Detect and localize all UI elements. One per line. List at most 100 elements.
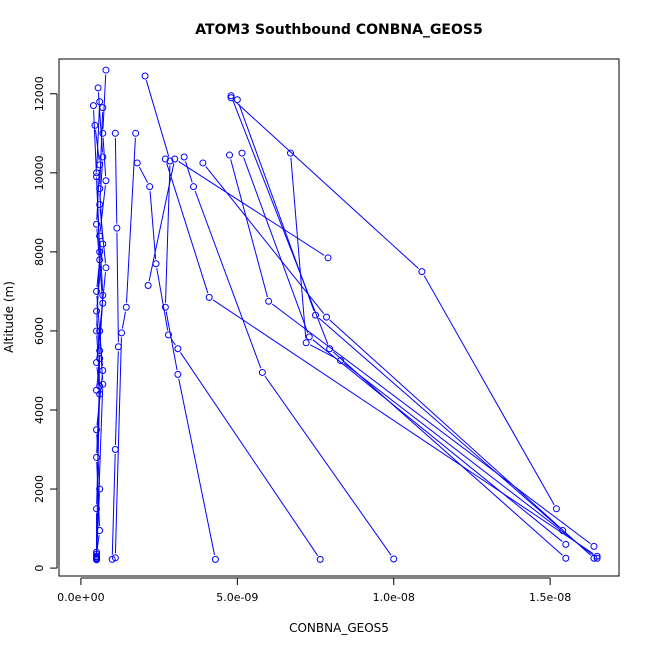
series-line-segment <box>290 157 307 339</box>
data-point <box>99 104 107 112</box>
data-point <box>305 333 313 341</box>
series-line-segment <box>318 317 560 528</box>
data-point <box>99 380 107 388</box>
data-point <box>144 281 152 289</box>
series-layer <box>89 66 601 564</box>
data-point <box>238 149 246 157</box>
data-point <box>93 287 101 295</box>
data-point <box>93 386 101 394</box>
series-line-segment <box>138 166 149 183</box>
data-point <box>562 554 570 562</box>
series-line-segment <box>96 248 103 307</box>
data-point <box>99 129 107 137</box>
data-point <box>111 129 119 137</box>
data-point <box>164 331 172 339</box>
data-point <box>102 66 110 74</box>
series-line-segment <box>185 161 193 183</box>
data-point <box>96 355 104 363</box>
series-line-segment <box>99 335 104 380</box>
data-point <box>205 293 213 301</box>
series-line-segment <box>149 191 157 260</box>
series-line-segment <box>165 311 178 371</box>
data-point <box>302 339 310 347</box>
data-point <box>152 260 160 268</box>
series-line-segment <box>96 363 100 386</box>
series-line-segment <box>111 454 116 555</box>
series-line-segment <box>96 264 100 287</box>
y-tick-label: 2000 <box>33 475 46 503</box>
data-point <box>418 268 426 276</box>
x-tick-label: 5.0e-09 <box>216 591 258 604</box>
data-point <box>113 224 121 232</box>
y-tick-label: 8000 <box>33 238 46 266</box>
series-line-segment <box>96 315 100 355</box>
data-point <box>258 368 266 376</box>
data-point <box>93 553 101 561</box>
y-tick-label: 0 <box>33 565 46 572</box>
data-point <box>562 540 570 548</box>
data-point <box>227 94 235 102</box>
series-line-segment <box>178 161 325 256</box>
series-line-segment <box>96 534 100 550</box>
series-line-segment <box>102 137 107 177</box>
data-point <box>226 151 234 159</box>
series-line-segment <box>148 163 175 282</box>
data-point <box>93 505 101 513</box>
series-line-segment <box>96 169 100 220</box>
data-point <box>190 183 198 191</box>
data-point <box>211 555 219 563</box>
data-point <box>94 84 102 92</box>
data-point <box>89 102 97 110</box>
y-axis-label: Altitude (m) <box>2 281 16 353</box>
data-point <box>122 303 130 311</box>
y-tick-label: 6000 <box>33 317 46 345</box>
series-line-segment <box>156 268 169 331</box>
data-point <box>91 121 99 129</box>
series-line-segment <box>243 157 309 333</box>
series-line-segment <box>343 362 594 556</box>
data-point <box>324 254 332 262</box>
series-line-segment <box>121 311 126 329</box>
data-point <box>590 554 598 562</box>
y-tick-label: 12000 <box>33 76 46 111</box>
series-line-segment <box>232 99 329 345</box>
data-point <box>199 159 207 167</box>
data-point <box>96 327 104 335</box>
data-point <box>233 96 241 104</box>
data-point <box>265 297 273 305</box>
data-point <box>322 313 330 321</box>
series-line-segment <box>212 299 594 555</box>
data-point <box>559 527 567 535</box>
x-axis: 0.0e+00 5.0e-09 1.0e-08 1.5e-08 <box>57 577 571 604</box>
data-point <box>227 92 235 100</box>
data-point <box>132 129 140 137</box>
data-point <box>337 357 345 365</box>
data-point <box>118 329 126 337</box>
series-line-segment <box>264 375 392 556</box>
data-point <box>99 240 107 248</box>
series-line-segment <box>179 352 319 556</box>
series-line-segment <box>309 344 337 359</box>
series-line-segment <box>99 272 106 327</box>
data-point <box>93 307 101 315</box>
data-point <box>171 155 179 163</box>
series-line-segment <box>205 166 325 314</box>
series-line-segment <box>114 137 118 224</box>
x-tick-label: 0.0e+00 <box>57 591 104 604</box>
data-point <box>133 159 141 167</box>
data-point <box>111 446 119 454</box>
series-line-segment <box>96 388 104 553</box>
series-line-segment <box>114 351 119 446</box>
series-line-segment <box>95 129 100 161</box>
data-point <box>316 555 324 563</box>
series-line-segment <box>102 74 107 129</box>
series-line-segment <box>99 112 104 185</box>
data-point <box>102 177 110 185</box>
series-line-segment <box>234 100 419 269</box>
data-point <box>111 554 119 562</box>
series-line-segment <box>166 163 209 294</box>
data-point <box>93 220 101 228</box>
series-line-segment <box>96 181 101 256</box>
series-line-segment <box>96 228 103 299</box>
